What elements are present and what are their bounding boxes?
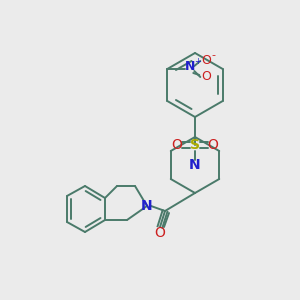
Text: S: S: [190, 138, 200, 152]
Text: +: +: [194, 58, 201, 67]
Text: O: O: [201, 53, 211, 67]
Text: O: O: [208, 138, 218, 152]
Text: N: N: [189, 158, 201, 172]
Text: N: N: [185, 61, 196, 74]
Text: -: -: [211, 50, 215, 60]
Text: O: O: [154, 226, 165, 240]
Text: O: O: [201, 70, 211, 83]
Text: N: N: [141, 199, 153, 213]
Text: O: O: [172, 138, 182, 152]
